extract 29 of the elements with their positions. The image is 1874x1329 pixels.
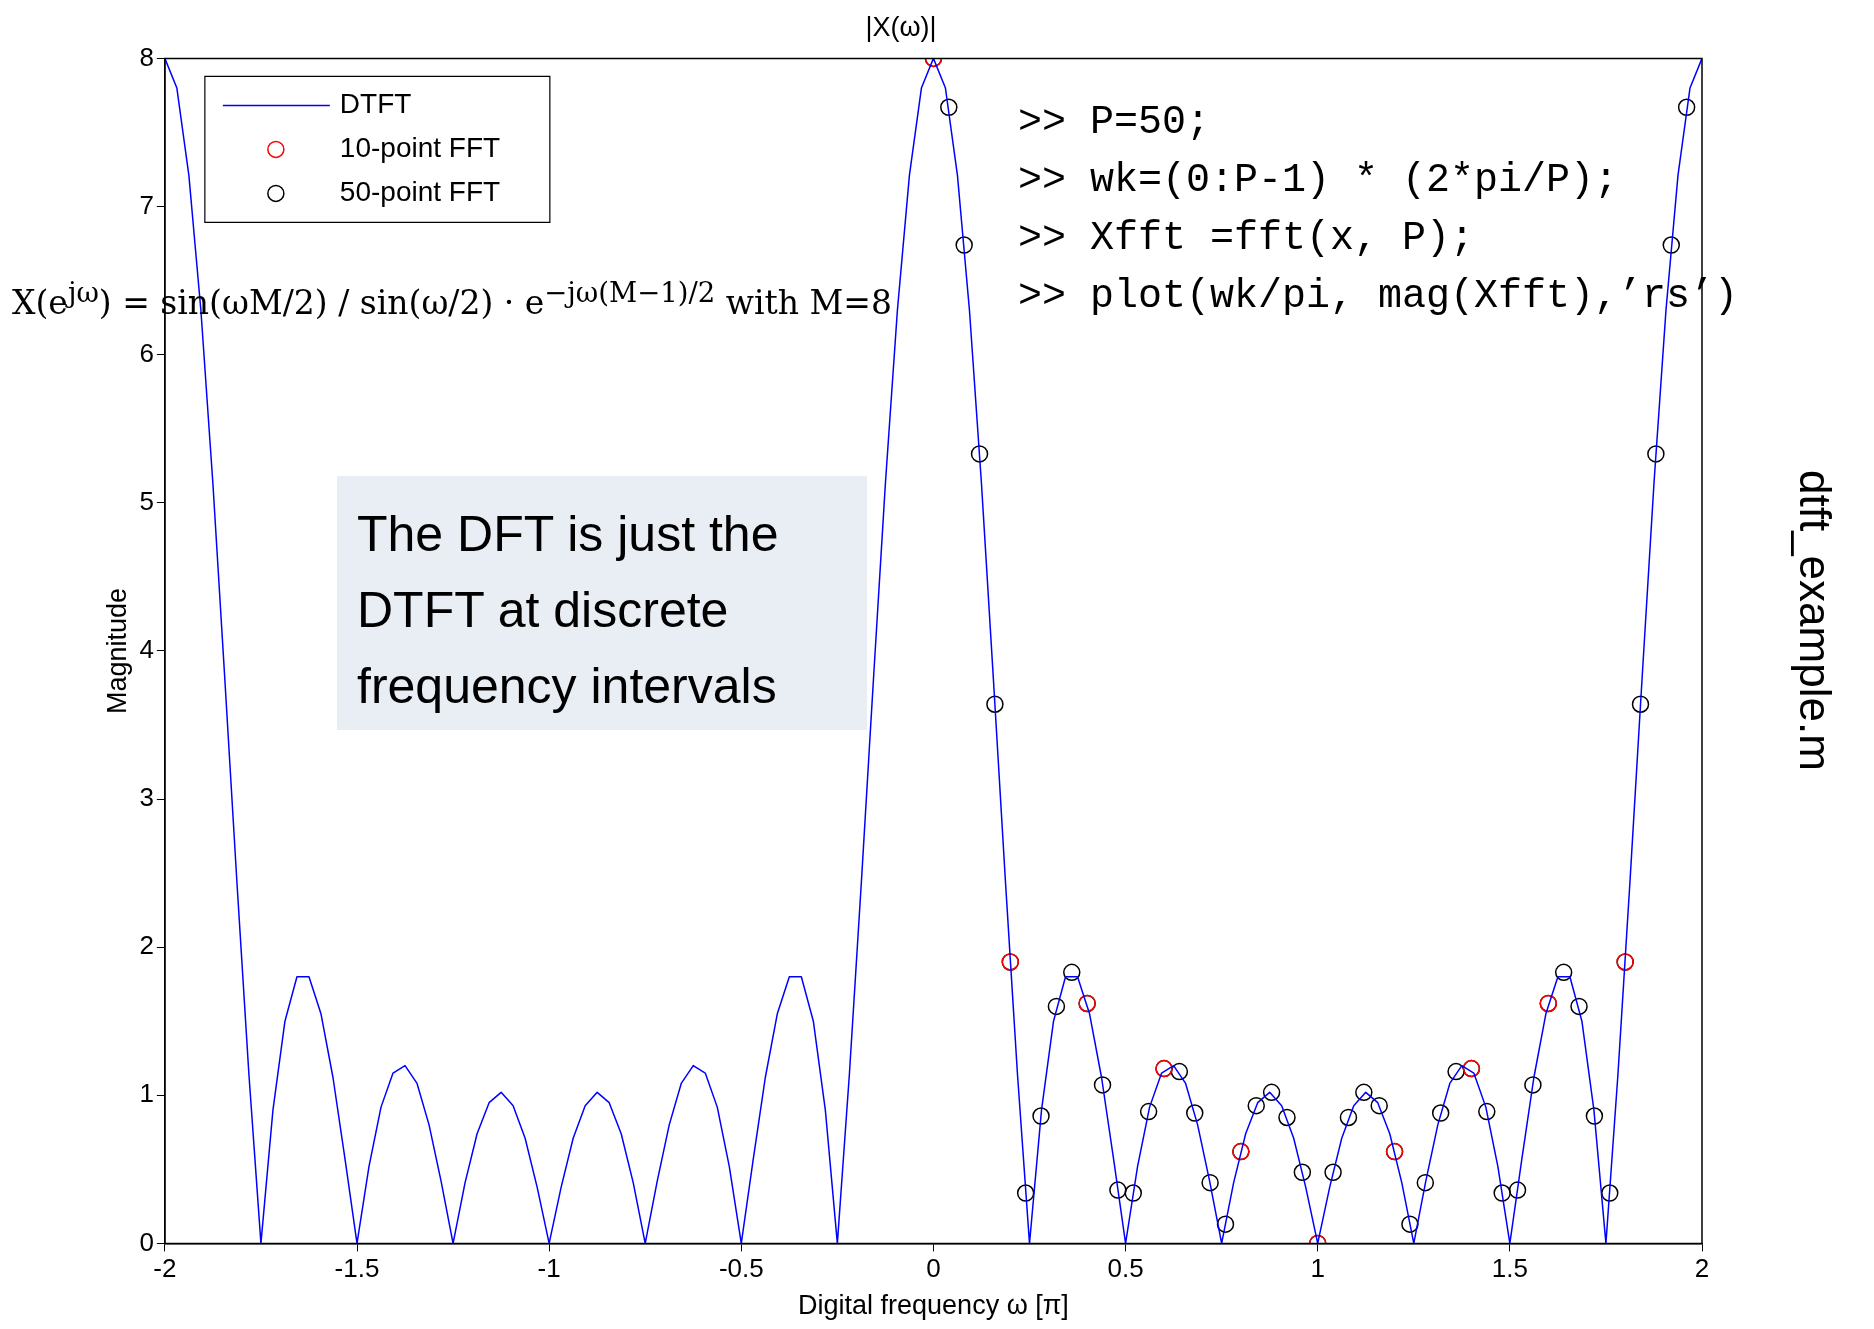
- y-axis-title: Magnitude: [101, 587, 132, 714]
- x-tick-label: 1.5: [1491, 1253, 1528, 1284]
- y-tick-label: 6: [139, 337, 154, 368]
- annotation: >> P=50;: [1018, 100, 1211, 145]
- text: dtft_example.m: [1790, 470, 1840, 771]
- annotation: >> wk=(0:P-1) * (2*pi/P);: [1018, 158, 1619, 203]
- x-tick-label: 2: [1694, 1253, 1710, 1284]
- x-axis-title: Digital frequency ω [π]: [798, 1290, 1069, 1321]
- x-tick-label: -1: [537, 1253, 561, 1284]
- x-tick-label: 0.5: [1107, 1253, 1144, 1284]
- y-tick-label: 0: [139, 1226, 154, 1257]
- legend-label: DTFT: [339, 88, 412, 120]
- y-tick-label: 2: [139, 930, 154, 961]
- annotation: >> Xfft =fft(x, P);: [1018, 216, 1475, 261]
- legend-label: 10-point FFT: [339, 132, 501, 164]
- x-tick-label: -1.5: [334, 1253, 380, 1284]
- x-tick-label: 1: [1310, 1253, 1325, 1284]
- annotation: The DFT is just the DTFT at discrete frequency intervals: [337, 476, 867, 730]
- x-tick-label: 0: [926, 1253, 941, 1284]
- y-tick-label: 1: [139, 1078, 154, 1109]
- x-tick-label: -0.5: [718, 1253, 764, 1284]
- legend-label: 50-point FFT: [339, 176, 501, 208]
- y-tick-label: 4: [139, 634, 154, 665]
- x-tick-label: -2: [153, 1253, 177, 1284]
- y-tick-label: 5: [139, 485, 154, 516]
- chart-title: |X(ω)|: [865, 11, 937, 42]
- y-tick-label: 7: [139, 189, 154, 220]
- y-tick-label: 8: [139, 41, 154, 72]
- y-tick-label: 3: [139, 782, 154, 813]
